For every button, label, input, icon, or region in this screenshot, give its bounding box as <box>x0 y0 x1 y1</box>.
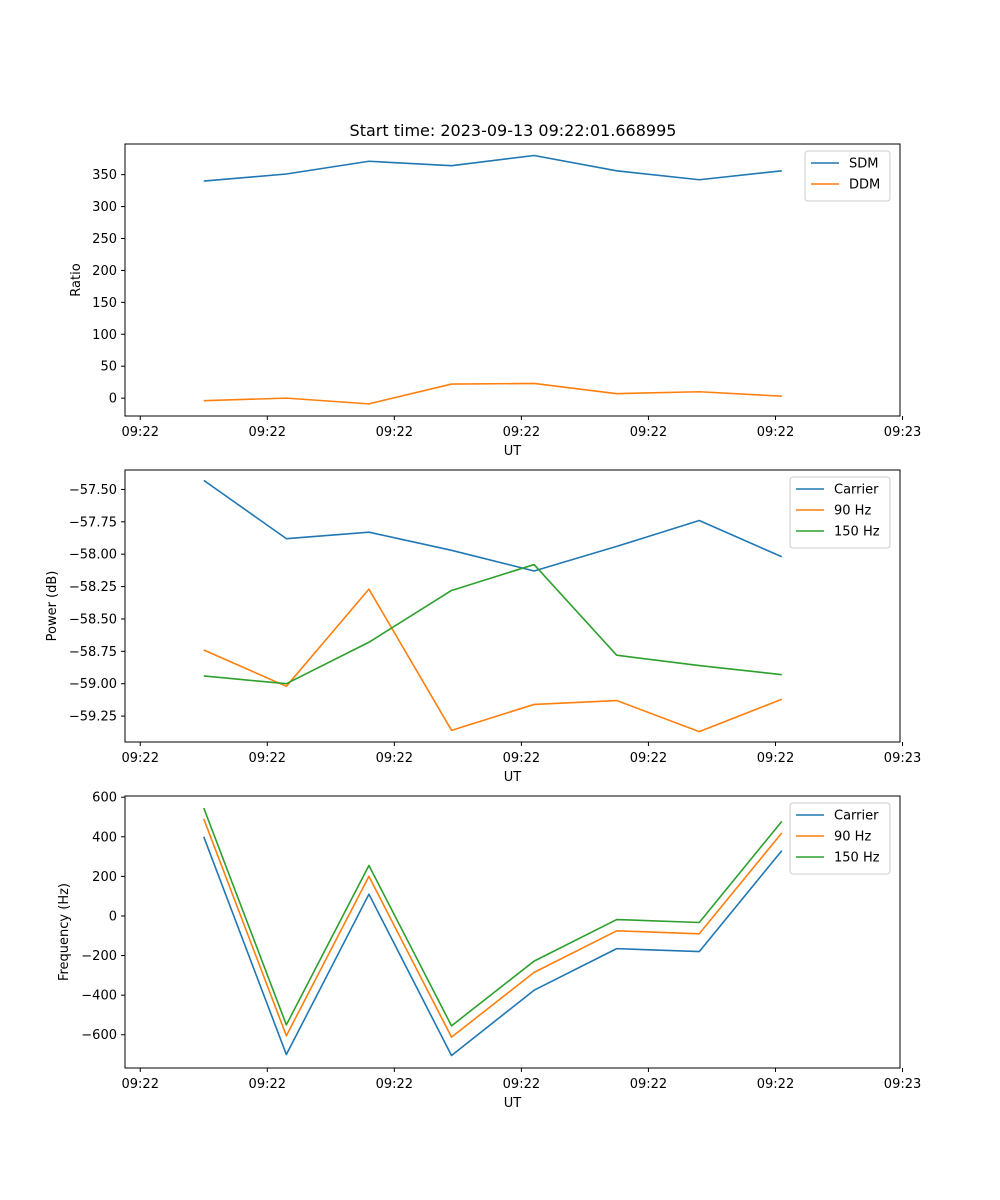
y-axis-label: Power (dB) <box>45 571 60 642</box>
y-tick-label: 300 <box>92 200 117 215</box>
y-tick-label: −400 <box>81 989 117 1004</box>
y-tick-label: −58.50 <box>69 612 117 627</box>
x-tick-label: 09:22 <box>376 751 413 766</box>
legend-label: 90 Hz <box>834 830 871 845</box>
y-tick-label: 0 <box>109 909 117 924</box>
legend: SDM DDM <box>804 150 891 202</box>
legend-label: DDM <box>849 178 880 193</box>
y-tick-label: 150 <box>92 296 117 311</box>
y-tick-label: −58.00 <box>69 548 117 563</box>
x-tick-label: 09:22 <box>249 1077 286 1092</box>
series-line-150-hz <box>203 807 783 1027</box>
x-tick-label: 09:22 <box>757 1077 794 1092</box>
x-tick-label: 09:23 <box>884 425 921 440</box>
axes-frame <box>124 143 901 417</box>
legend-label: 150 Hz <box>834 525 880 540</box>
legend: Carrier 90 Hz 150 Hz <box>789 476 891 549</box>
x-tick-label: 09:22 <box>249 425 286 440</box>
series-line-ddm <box>203 382 782 405</box>
series-line-150-hz <box>203 563 782 685</box>
axes-frame <box>124 469 901 743</box>
y-tick-label: 350 <box>92 168 117 183</box>
y-tick-label: −57.50 <box>69 483 117 498</box>
legend-label: Carrier <box>834 809 879 824</box>
y-tick-label: −58.25 <box>69 580 117 595</box>
y-tick-label: 200 <box>92 870 117 885</box>
legend-label: 150 Hz <box>834 851 880 866</box>
series-line-90-hz <box>203 818 783 1038</box>
legend: Carrier 90 Hz 150 Hz <box>789 802 891 875</box>
y-tick-label: 250 <box>92 232 117 247</box>
x-tick-label: 09:22 <box>503 751 540 766</box>
y-tick-label: 0 <box>109 392 117 407</box>
y-tick-label: −59.25 <box>69 710 117 725</box>
y-tick-label: 100 <box>92 328 117 343</box>
series-line-carrier <box>203 479 783 572</box>
y-tick-label: −57.75 <box>69 515 117 530</box>
x-tick-label: 09:22 <box>249 751 286 766</box>
y-tick-label: 600 <box>92 791 117 806</box>
series-line-90-hz <box>203 588 783 733</box>
x-tick-label: 09:22 <box>503 425 540 440</box>
x-tick-label: 09:22 <box>122 425 159 440</box>
y-tick-label: 50 <box>100 360 117 375</box>
panel-frequency: 09:22 09:22 09:22 09:22 09:22 09:22 09:23 600 40… <box>57 791 921 1111</box>
x-tick-label: 09:22 <box>630 751 667 766</box>
panel-power: 09:22 09:22 09:22 09:22 09:22 09:22 09:23 −57.5… <box>45 469 921 785</box>
x-axis-label: UT <box>504 1096 522 1111</box>
x-tick-label: 09:22 <box>630 425 667 440</box>
series-line-carrier <box>203 836 783 1057</box>
x-axis-label: UT <box>504 444 522 459</box>
y-tick-label: −58.75 <box>69 645 117 660</box>
figure-title: Start time: 2023-09-13 09:22:01.668995 <box>350 121 677 140</box>
y-axis-label: Ratio <box>69 263 84 296</box>
panels: 09:22 09:22 09:22 09:22 09:22 09:22 09:23 0 50 10… <box>45 143 921 1111</box>
x-tick-label: 09:22 <box>122 1077 159 1092</box>
x-tick-label: 09:22 <box>503 1077 540 1092</box>
y-tick-label: 200 <box>92 264 117 279</box>
y-tick-label: −600 <box>81 1028 117 1043</box>
x-axis-label: UT <box>504 770 522 785</box>
panel-ratio: 09:22 09:22 09:22 09:22 09:22 09:22 09:23 0 50 10… <box>69 143 921 459</box>
axes-frame <box>124 795 901 1069</box>
x-tick-label: 09:23 <box>884 751 921 766</box>
y-tick-label: 400 <box>92 830 117 845</box>
x-tick-label: 09:22 <box>757 751 794 766</box>
legend-label: SDM <box>849 157 878 172</box>
series-line-sdm <box>203 154 782 182</box>
y-tick-label: −59.00 <box>69 677 117 692</box>
x-tick-label: 09:23 <box>884 1077 921 1092</box>
x-tick-label: 09:22 <box>376 1077 413 1092</box>
x-tick-label: 09:22 <box>757 425 794 440</box>
y-tick-label: −200 <box>81 949 117 964</box>
x-tick-label: 09:22 <box>122 751 159 766</box>
y-axis-label: Frequency (Hz) <box>57 883 72 981</box>
legend-label: Carrier <box>834 483 879 498</box>
legend-label: 90 Hz <box>834 504 871 519</box>
x-tick-label: 09:22 <box>630 1077 667 1092</box>
x-tick-label: 09:22 <box>376 425 413 440</box>
